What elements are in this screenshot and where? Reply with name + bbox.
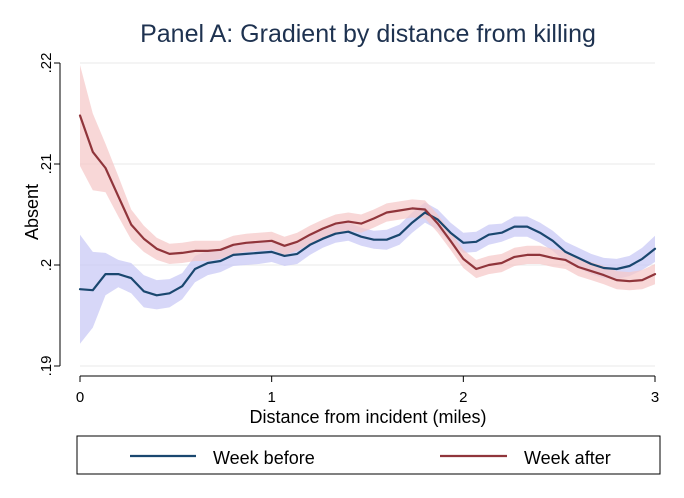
axes: .19 .2 .21 .22 0 1 2 3 <box>38 53 659 406</box>
x-tick-label-1: 1 <box>267 389 275 406</box>
series-lines <box>78 114 657 297</box>
x-tick-label-3: 3 <box>651 389 659 406</box>
y-tick-label-3: .22 <box>38 53 55 74</box>
grid-lines <box>80 62 655 367</box>
legend-label-0: Week before <box>213 448 315 468</box>
series-line-1 <box>78 114 657 283</box>
x-tick-label-0: 0 <box>76 389 84 406</box>
ci-band-1 <box>80 65 655 291</box>
legend: Week before Week after <box>76 435 661 475</box>
legend-label-1: Week after <box>524 448 611 468</box>
series-line-0 <box>78 211 657 297</box>
ci-band-0 <box>80 202 655 344</box>
confidence-bands <box>80 65 655 344</box>
chart-title: Panel A: Gradient by distance from killi… <box>140 20 596 48</box>
y-axis-label: Absent <box>22 184 42 240</box>
x-axis-label: Distance from incident (miles) <box>249 407 486 427</box>
y-tick-label-2: .21 <box>38 154 55 175</box>
y-tick-label-1: .2 <box>38 259 55 272</box>
x-tick-label-2: 2 <box>459 389 467 406</box>
y-tick-label-0: .19 <box>38 356 55 377</box>
